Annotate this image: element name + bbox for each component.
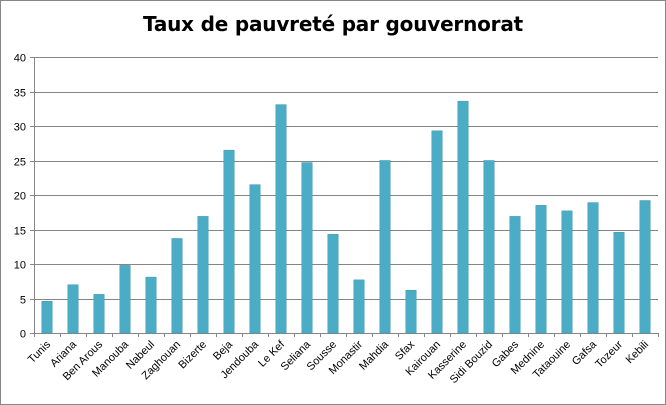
bar — [587, 202, 599, 334]
y-tick-label: 10 — [14, 260, 26, 272]
y-tick-label: 30 — [14, 122, 26, 134]
x-tick-label: Mahdia — [357, 338, 392, 373]
bar — [249, 184, 261, 334]
x-tick-label: Tozeur — [593, 338, 625, 370]
bar — [197, 216, 209, 334]
chart-title: Taux de pauvreté par gouvernorat — [142, 12, 523, 36]
bar — [301, 162, 313, 334]
y-tick-label: 40 — [14, 53, 26, 65]
bar — [483, 160, 495, 334]
bar — [93, 294, 105, 334]
bar — [41, 301, 53, 334]
bars — [41, 100, 651, 334]
bar — [457, 100, 469, 334]
bar — [353, 279, 365, 334]
bar — [119, 265, 131, 334]
y-tick-label: 15 — [14, 226, 26, 238]
x-tick-label: Kebili — [624, 339, 652, 367]
bar — [67, 284, 79, 334]
bar — [535, 205, 547, 334]
bar — [275, 104, 287, 334]
y-tick-label: 0 — [20, 329, 26, 341]
gridlines — [34, 57, 658, 300]
bar — [431, 130, 443, 334]
bar — [327, 234, 339, 334]
bar — [509, 216, 521, 334]
bar — [223, 149, 235, 334]
y-tick-label: 35 — [14, 88, 26, 100]
bar — [639, 200, 651, 334]
bar — [561, 210, 573, 334]
y-tick-labels: 0 5 10 15 20 25 30 35 40 — [14, 53, 26, 341]
y-tick-label: 5 — [20, 295, 26, 307]
axes — [30, 57, 659, 337]
bar — [379, 160, 391, 334]
bar — [145, 276, 157, 334]
x-tick-label: Bizerte — [176, 339, 209, 372]
bar — [171, 238, 183, 334]
bar — [405, 289, 417, 334]
bar — [613, 232, 625, 334]
y-tick-label: 25 — [14, 157, 26, 169]
y-tick-label: 20 — [14, 191, 26, 203]
